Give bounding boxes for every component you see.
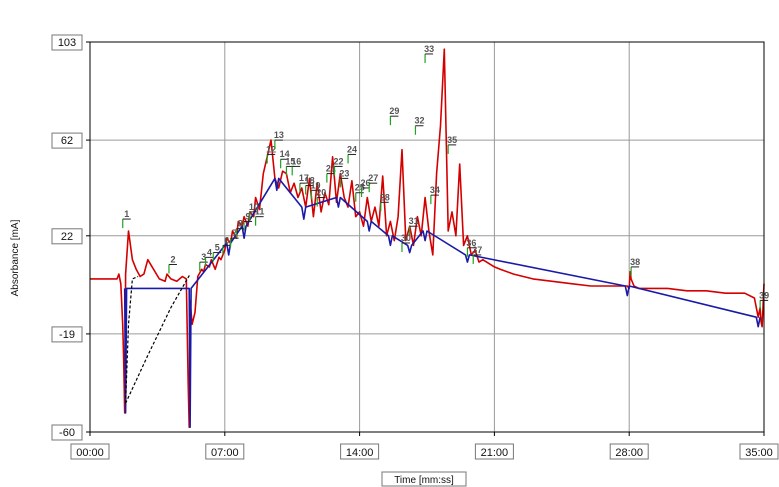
peak-label: 13 — [274, 130, 284, 140]
peak-label: 29 — [389, 106, 399, 116]
peak-label: 11 — [255, 207, 265, 217]
peak-label: 32 — [414, 116, 424, 126]
y-axis-title: Absorbance [mA] — [10, 219, 21, 296]
peak-label: 24 — [347, 144, 357, 154]
peak-label: 21 — [326, 164, 336, 174]
peak-label: 34 — [430, 185, 440, 195]
x-tick-label: 28:00 — [615, 447, 643, 459]
peak-label: 4 — [207, 247, 212, 257]
peak-labels: 12 3 4 567891011121314151617181920212223242… — [122, 44, 769, 310]
x-axis-title-frame — [381, 471, 467, 487]
x-axis-title-box: Time [mm:ss] — [381, 471, 467, 487]
peak-label: 10 — [249, 202, 259, 212]
x-tick-label: 35:00 — [745, 447, 773, 459]
peak-label: 31 — [409, 216, 419, 226]
peak-label: 26 — [361, 178, 371, 188]
x-tick-label: 14:00 — [346, 447, 374, 459]
y-tick-label: -19 — [59, 329, 75, 341]
series-line-4 — [125, 273, 191, 404]
series-group — [90, 48, 765, 429]
y-tick-label: -60 — [59, 427, 75, 439]
x-tick-label-box — [739, 443, 779, 460]
peak-label: 3 — [201, 252, 206, 262]
peak-label: 37 — [472, 245, 482, 255]
peak-label: 15 — [285, 156, 295, 166]
peak-label: 8 — [238, 219, 243, 229]
x-tick-label: 00:00 — [76, 447, 104, 459]
peak-label: 23 — [339, 168, 349, 178]
x-tick-label: 07:00 — [211, 447, 239, 459]
y-tick-label-box — [51, 132, 83, 149]
y-tick-label-box — [51, 228, 83, 245]
peak-label: 16 — [291, 156, 301, 166]
peak-label: 1 — [124, 209, 129, 219]
peak-label: 25 — [355, 183, 365, 193]
x-tick-label-box — [70, 443, 110, 460]
y-tick-label-box — [51, 424, 83, 441]
peak-label: 2 — [170, 255, 175, 265]
peak-label: 18 — [305, 176, 315, 186]
peak-label: 27 — [368, 173, 378, 183]
y-tick-label: 62 — [61, 135, 73, 147]
peak-label: 28 — [380, 192, 390, 202]
peak-label: 20 — [316, 188, 326, 198]
y-tick-label: 103 — [58, 37, 76, 49]
peak-label: 19 — [310, 180, 320, 190]
peak-label: 12 — [266, 144, 276, 154]
y-tick-label: 22 — [61, 231, 73, 243]
peak-label: 22 — [334, 156, 344, 166]
x-tick-label: 21:00 — [481, 447, 509, 459]
peak-label: 14 — [280, 149, 290, 159]
x-tick-label-box — [609, 443, 649, 460]
peak-label: 6 — [224, 235, 229, 245]
peak-label: 30 — [401, 233, 411, 243]
peak-label: 17 — [299, 173, 309, 183]
x-axis-title: Time [mm:ss] — [394, 475, 454, 486]
series-line-2 — [123, 177, 761, 429]
peak-label: 9 — [246, 211, 251, 221]
peak-label: 35 — [447, 135, 457, 145]
y-axis-ticks: -60 -19 22 62 103 — [51, 34, 90, 441]
y-tick-label-box — [51, 326, 83, 343]
peak-label: 36 — [466, 238, 476, 248]
x-tick-label-box — [340, 443, 380, 460]
x-tick-label-box — [205, 443, 245, 460]
series-line-3 — [125, 275, 139, 404]
peak-label: 38 — [630, 257, 640, 267]
peak-label: 5 — [215, 243, 220, 253]
x-tick-label-box — [474, 443, 514, 460]
plot-frame — [89, 41, 765, 433]
y-tick-label-box — [51, 34, 83, 51]
peak-label: 7 — [232, 228, 237, 238]
peak-label: 33 — [424, 44, 434, 54]
x-axis-ticks: 00:00 07:00 14:00 21:00 28:00 35:00 — [70, 432, 779, 460]
